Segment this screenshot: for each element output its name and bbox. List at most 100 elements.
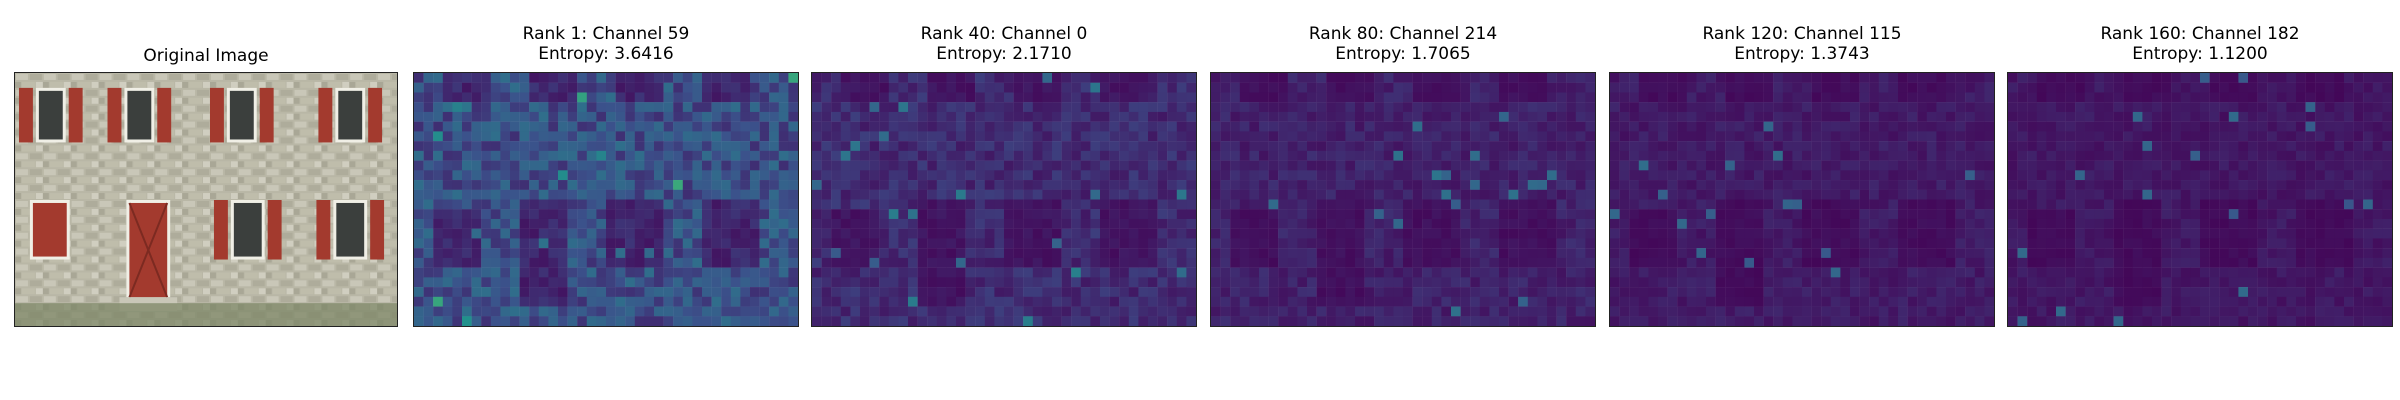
heatmap-cell <box>1955 296 1966 307</box>
heatmap-cell <box>423 131 434 142</box>
heatmap-cell <box>1955 170 1966 181</box>
heatmap-cell <box>1431 287 1442 298</box>
heatmap-cell <box>936 218 947 229</box>
heatmap-cell <box>1754 189 1764 200</box>
heatmap-cell <box>567 189 578 200</box>
heatmap-cell <box>663 199 674 210</box>
heatmap-cell <box>1138 180 1149 190</box>
heatmap-cell <box>1629 150 1639 161</box>
heatmap-cell <box>1859 228 1870 239</box>
heatmap-cell <box>1412 170 1423 181</box>
heatmap-cell <box>1629 267 1639 278</box>
heatmap-cell <box>1355 160 1365 171</box>
heatmap-cell <box>2171 257 2181 268</box>
heatmap-cell <box>1619 218 1630 229</box>
heatmap-cell <box>1489 102 1500 113</box>
heatmap-cell <box>1412 180 1423 190</box>
heatmap-cell <box>1508 238 1519 249</box>
heatmap-cell <box>529 170 539 181</box>
heatmap-cell <box>1677 238 1687 249</box>
heatmap-cell <box>1451 82 1461 93</box>
heatmap-cell <box>1696 121 1707 132</box>
heatmap-cell <box>2056 257 2066 268</box>
heatmap-cell <box>1859 141 1870 152</box>
heatmap-cell <box>519 277 530 288</box>
heatmap-cell <box>1619 102 1630 113</box>
heatmap-cell <box>1335 121 1346 132</box>
heatmap-cell <box>1686 92 1697 103</box>
heatmap-cell <box>1773 296 1783 307</box>
heatmap-cell <box>1658 248 1668 259</box>
heatmap-cell <box>1249 92 1260 103</box>
heatmap-cell <box>1575 306 1586 317</box>
heatmap-cell <box>1364 82 1375 93</box>
heatmap-cell <box>750 92 760 103</box>
heatmap-cell <box>567 111 578 122</box>
heatmap-cell <box>1869 209 1879 220</box>
heatmap-cell <box>1042 102 1053 113</box>
heatmap-cell <box>2152 82 2162 93</box>
heatmap-cell <box>663 73 674 83</box>
heatmap-cell <box>2238 73 2249 83</box>
heatmap-cell <box>1556 287 1567 298</box>
heatmap-cell <box>1393 189 1404 200</box>
heatmap-cell <box>831 296 841 307</box>
heatmap-cell <box>1052 170 1062 181</box>
heatmap-cell <box>1176 287 1187 298</box>
heatmap-cell <box>538 180 549 190</box>
heatmap-cell <box>1109 228 1120 239</box>
heatmap-cell <box>654 150 664 161</box>
heatmap-cell <box>567 218 578 229</box>
heatmap-cell <box>1802 257 1812 268</box>
heatmap-cell <box>1984 189 1994 200</box>
heatmap-cell <box>1090 73 1101 83</box>
heatmap-cell <box>2046 150 2057 161</box>
heatmap-cell <box>1004 267 1014 278</box>
heatmap-cell <box>1071 121 1081 132</box>
heatmap-cell <box>1128 296 1139 307</box>
heatmap-cell <box>2075 92 2085 103</box>
heatmap-cell <box>596 170 607 181</box>
heatmap-cell <box>1249 121 1260 132</box>
heatmap-cell <box>936 277 947 288</box>
heatmap-cell <box>1802 121 1812 132</box>
heatmap-cell <box>2296 248 2306 259</box>
heatmap-cell <box>1297 82 1308 93</box>
heatmap-cell <box>1638 92 1649 103</box>
heatmap-cell <box>2008 248 2018 259</box>
heatmap-cell <box>2248 209 2258 220</box>
heatmap-cell <box>1403 209 1413 220</box>
heatmap-cells <box>1610 73 1994 326</box>
heatmap-cell <box>471 141 482 152</box>
heatmap-cell <box>1431 306 1442 317</box>
heatmap-cell <box>1220 209 1231 220</box>
heatmap-cell <box>1763 287 1774 298</box>
heatmap-cell <box>1907 73 1918 83</box>
heatmap-cell <box>750 180 760 190</box>
heatmap-cell <box>1374 82 1384 93</box>
heatmap-cell <box>1071 131 1081 142</box>
heatmap-cell <box>1811 82 1822 93</box>
heatmap-cell <box>2296 92 2306 103</box>
heatmap-cell <box>2228 189 2239 200</box>
heatmap-cell <box>1023 170 1033 181</box>
heatmap-cell <box>471 150 482 161</box>
heatmap-cell <box>1734 73 1745 83</box>
heatmap-cell <box>1119 316 1129 326</box>
heatmap-cell <box>711 238 722 249</box>
heatmap-cell <box>2075 141 2085 152</box>
heatmap-cell <box>452 277 463 288</box>
heatmap-cell <box>1355 316 1365 326</box>
heatmap-cell <box>2075 82 2085 93</box>
heatmap-cell <box>625 160 635 171</box>
heatmap-cell <box>702 277 712 288</box>
heatmap-cell <box>1259 102 1269 113</box>
heatmap-cell <box>1658 257 1668 268</box>
heatmap-cell <box>1460 160 1471 171</box>
heatmap-cell <box>1499 92 1509 103</box>
heatmap-cell <box>663 257 674 268</box>
heatmap-cell <box>721 218 731 229</box>
heatmap-cell <box>1451 267 1461 278</box>
heatmap-cell <box>1441 296 1452 307</box>
heatmap-cell <box>2305 150 2316 161</box>
